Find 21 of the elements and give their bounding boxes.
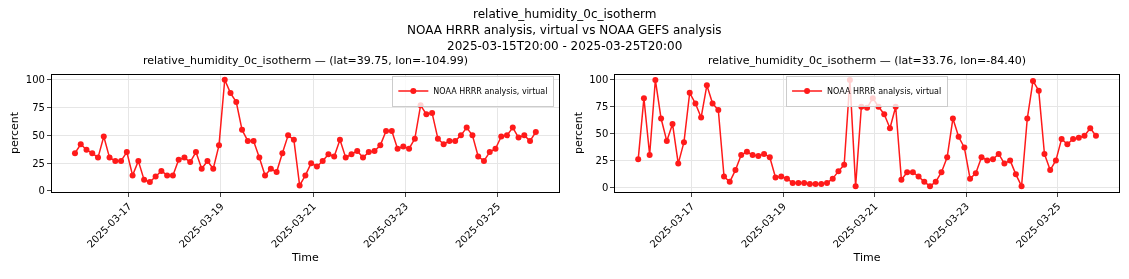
y-tick-label: 50 [595, 128, 609, 140]
x-axis-title: Time [290, 250, 320, 264]
chart-title: relative_humidity_0c_isotherm — (lat=33.76, lon=-84.40) [708, 54, 1027, 67]
y-tick-label: 50 [32, 129, 45, 141]
text: NOAA HRRR analysis, virtual vs NOAA GEFS analysis [407, 23, 722, 37]
y-tick-label: 100 [589, 74, 609, 86]
y-axis-title: percent [571, 111, 585, 155]
legend-label: NOAA HRRR analysis, virtual [433, 87, 548, 97]
y-tick-label: 0 [38, 185, 45, 197]
chart-title: relative_humidity_0c_isotherm — (lat=39.75, lon=-104.99) [143, 54, 469, 67]
x-axis-title: Time [852, 250, 881, 264]
y-tick-label: 75 [32, 102, 45, 114]
legend-label: NOAA HRRR analysis, virtual [827, 87, 942, 97]
text: 2025-03-15T20:00 - 2025-03-25T20:00 [447, 39, 683, 53]
y-tick-label: 25 [32, 157, 45, 169]
y-tick-label: 75 [595, 101, 609, 113]
text: relative_humidity_0c_isotherm [473, 7, 657, 21]
y-tick-label: 25 [595, 154, 609, 166]
y-axis-title: percent [8, 111, 22, 155]
y-tick-label: 0 [601, 181, 609, 193]
y-tick-label: 100 [25, 74, 45, 86]
